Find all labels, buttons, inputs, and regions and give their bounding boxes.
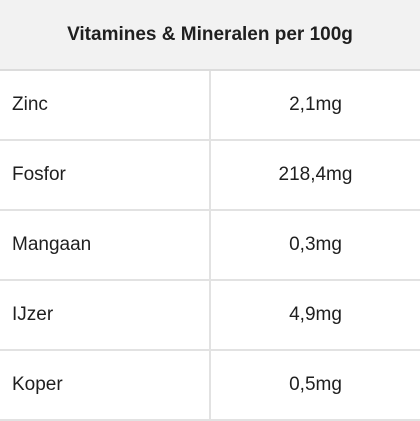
nutrient-name: Mangaan xyxy=(0,210,211,281)
nutrient-name: IJzer xyxy=(0,280,211,351)
nutrient-name: Fosfor xyxy=(0,140,211,211)
table-row: IJzer 4,9mg xyxy=(0,280,420,351)
table-row: Mangaan 0,3mg xyxy=(0,210,420,281)
table-row: Koper 0,5mg xyxy=(0,350,420,421)
header-row: Vitamines & Mineralen per 100g xyxy=(0,0,420,71)
nutrient-name: Koper xyxy=(0,350,211,421)
nutrient-amount: 0,3mg xyxy=(210,210,420,281)
nutrient-amount: 218,4mg xyxy=(210,140,420,211)
nutrient-amount: 2,1mg xyxy=(210,70,420,141)
table-body: Zinc 2,1mg Fosfor 218,4mg Mangaan 0,3mg IJzer 4… xyxy=(0,70,420,421)
table-head: Vitamines & Mineralen per 100g xyxy=(0,0,420,71)
nutrient-name: Zinc xyxy=(0,70,211,141)
table-row: Zinc 2,1mg xyxy=(0,70,420,141)
table-title: Vitamines & Mineralen per 100g xyxy=(0,0,420,71)
nutrient-amount: 0,5mg xyxy=(210,350,420,421)
nutrient-amount: 4,9mg xyxy=(210,280,420,351)
table-row: Fosfor 218,4mg xyxy=(0,140,420,211)
